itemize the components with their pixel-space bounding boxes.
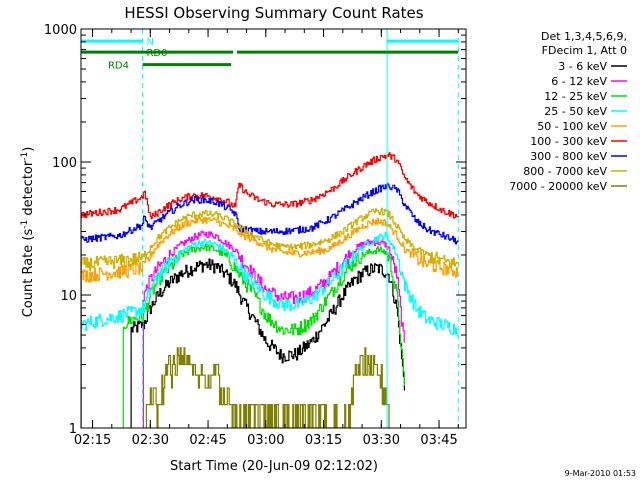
legend-label-2: 12 - 25 keV [544,90,607,103]
x-axis-label: Start Time (20-Jun-09 02:12:02) [170,459,378,474]
x-tick-label-1: 02:30 [132,433,169,448]
series-line-0 [130,258,405,428]
legend-label-3: 25 - 50 keV [544,105,607,118]
legend-header-0: Det 1,3,4,5,6,9, [541,30,627,43]
legend-label-8: 7000 - 20000 keV [509,180,607,193]
x-tick-label-3: 03:00 [247,433,284,448]
series-line-7 [81,207,459,428]
y-axis-label-sup2: -1 [20,152,30,161]
x-tick-label-2: 02:45 [189,433,226,448]
footer-timestamp: 9-Mar-2010 01:53 [565,469,636,478]
series-line-1 [142,230,405,428]
x-tick-label-5: 03:30 [363,433,400,448]
x-tick-label-6: 03:45 [420,433,457,448]
legend-label-5: 100 - 300 keV [530,135,607,148]
y-axis-label-main: Count Rate (s [21,229,36,318]
chart-title: HESSI Observing Summary Count Rates [124,4,423,22]
x-tick-label-4: 03:15 [305,433,342,448]
y-axis-label: Count Rate (s-1 detector-1) [20,147,36,318]
flag-label-1: RD0 [146,48,167,59]
legend-label-4: 50 - 100 keV [537,120,607,133]
y-tick-label-3: 1000 [44,23,77,38]
series-line-8 [145,347,390,428]
y-axis-label-sup1: -1 [20,220,30,229]
legend: Det 1,3,4,5,6,9,FDecim 1, Att 0 3 - 6 keV… [509,30,627,193]
plot-frame [80,28,467,429]
legend-label-0: 3 - 6 keV [558,60,607,73]
y-tick-label-1: 10 [60,289,77,304]
y-axis-label-mid: detector [21,160,36,220]
legend-header-1: FDecim 1, Att 0 [542,44,627,57]
legend-label-6: 300 - 800 keV [530,150,607,163]
x-tick-label-0: 02:15 [74,433,111,448]
series-line-6 [81,182,459,428]
legend-label-7: 800 - 7000 keV [523,165,607,178]
series-line-3 [81,231,459,428]
y-tick-label-0: 1 [69,422,77,437]
series-line-4 [81,216,459,428]
y-axis-label-end: ) [21,147,36,152]
flag-label-2: RD4 [108,61,129,72]
flag-label-0: N [146,37,153,48]
series-line-5 [81,152,459,428]
legend-label-1: 6 - 12 keV [551,75,607,88]
y-tick-label-2: 100 [52,156,77,171]
series-group [81,152,459,428]
